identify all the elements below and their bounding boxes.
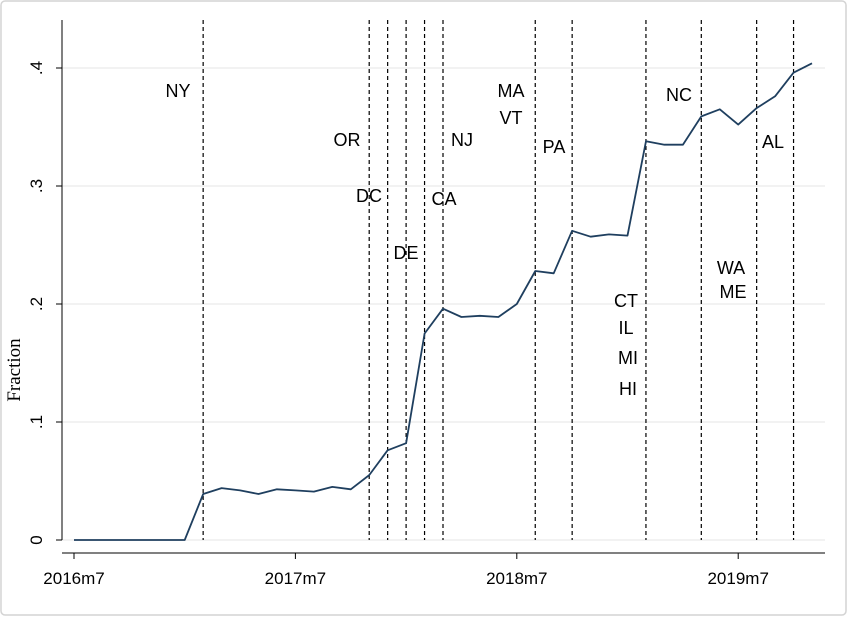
tick-labels: 0 .1 .2 .3 .4 2016m7 2017m7 2018m7 2019m7 xyxy=(27,61,769,588)
event-label-or: OR xyxy=(334,130,361,150)
event-label-il: IL xyxy=(618,318,633,338)
y-tick-label: .4 xyxy=(27,61,46,75)
y-tick-label: .3 xyxy=(27,179,46,193)
event-label-me: ME xyxy=(720,282,747,302)
event-label-al: AL xyxy=(762,132,784,152)
event-labels: NY OR DC DE CA NJ MA VT PA CT IL MI HI NC WA ME AL xyxy=(165,81,784,399)
series-layer xyxy=(74,62,813,541)
event-label-mi: MI xyxy=(618,348,638,368)
event-label-nc: NC xyxy=(666,85,692,105)
event-label-de: DE xyxy=(393,243,418,263)
y-tick-label: 0 xyxy=(27,535,46,544)
axes xyxy=(56,20,825,559)
event-label-vt: VT xyxy=(499,108,522,128)
event-lines xyxy=(202,20,795,540)
y-axis-title: Fraction xyxy=(4,338,25,402)
event-label-ny: NY xyxy=(165,81,190,101)
x-tick-label: 2016m7 xyxy=(43,569,104,588)
x-tick-label: 2018m7 xyxy=(486,569,547,588)
event-label-wa: WA xyxy=(717,258,745,278)
event-label-ma: MA xyxy=(498,81,525,101)
x-tick-label: 2019m7 xyxy=(707,569,768,588)
event-label-pa: PA xyxy=(543,137,566,157)
y-tick-label: .1 xyxy=(27,415,46,429)
event-label-ca: CA xyxy=(431,189,456,209)
y-tick-label: .2 xyxy=(27,297,46,311)
event-label-ct: CT xyxy=(614,291,638,311)
event-label-dc: DC xyxy=(356,186,382,206)
event-label-hi: HI xyxy=(619,379,637,399)
series-line xyxy=(74,62,813,541)
x-tick-label: 2017m7 xyxy=(265,569,326,588)
event-label-nj: NJ xyxy=(451,130,473,150)
